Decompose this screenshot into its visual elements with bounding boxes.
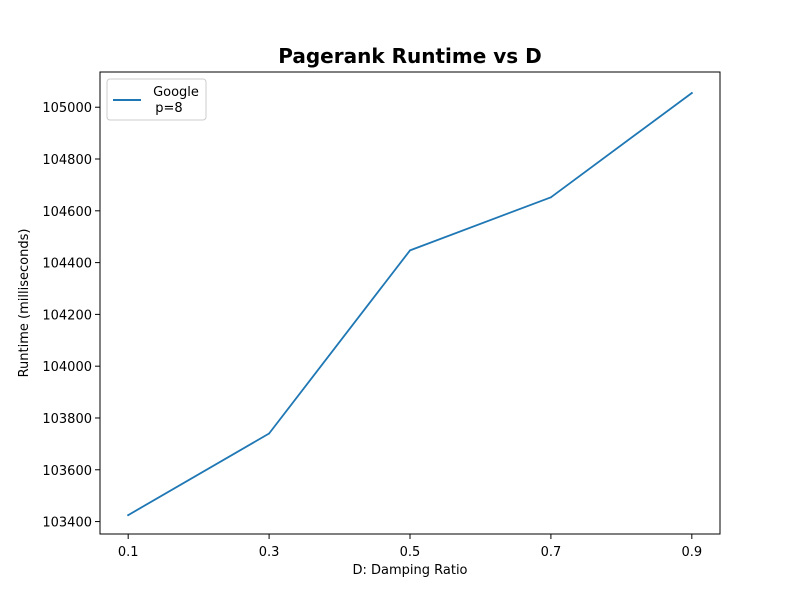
y-tick-label: 103400 <box>42 516 92 531</box>
x-tick-label: 0.1 <box>118 545 139 560</box>
y-tick-label: 104400 <box>42 257 92 272</box>
data-point <box>550 196 552 199</box>
legend: Google p=8 <box>106 78 207 121</box>
y-tick-label: 103600 <box>42 464 92 479</box>
legend-box <box>106 78 207 121</box>
x-axis-ticks: 0.1 0.3 0.5 0.7 0.9 <box>118 534 702 560</box>
data-point <box>409 249 411 252</box>
series-line <box>126 91 694 517</box>
y-tick-label: 103800 <box>42 412 92 427</box>
y-tick-label: 104800 <box>42 153 92 168</box>
legend-label-line-1: Google <box>153 85 199 100</box>
y-tick-label: 104000 <box>42 360 92 375</box>
legend-label-line-2: p=8 <box>155 101 182 116</box>
x-tick-label: 0.3 <box>259 545 280 560</box>
data-point <box>127 514 130 516</box>
chart-title: Pagerank Runtime vs D <box>278 44 542 68</box>
y-tick-label: 105000 <box>42 101 92 116</box>
x-tick-label: 0.7 <box>541 545 562 560</box>
series-layer <box>126 91 694 517</box>
y-tick-label: 104600 <box>42 205 92 220</box>
y-axis-label: Runtime (milliseconds) <box>17 229 32 378</box>
x-tick-label: 0.9 <box>681 545 702 560</box>
y-tick-label: 104200 <box>42 308 92 323</box>
data-point <box>690 92 693 94</box>
y-axis-ticks: 103400 103600 103800 104000 104200 104400 1046… <box>42 101 100 531</box>
x-axis-label: D: Damping Ratio <box>352 563 467 578</box>
x-tick-label: 0.5 <box>400 545 421 560</box>
data-point <box>268 432 270 435</box>
